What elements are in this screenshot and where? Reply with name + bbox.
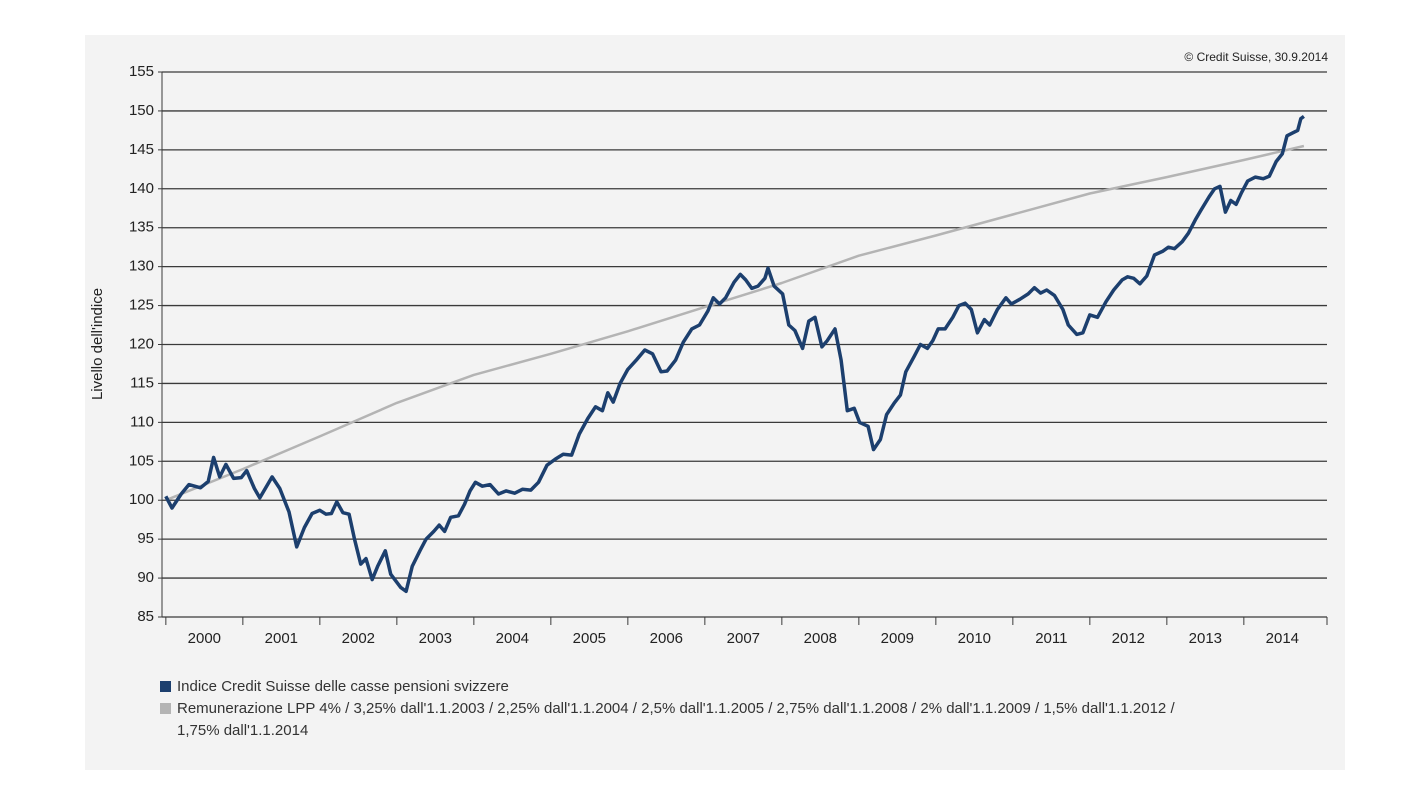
legend-swatch	[160, 681, 171, 692]
y-tick-label: 100	[129, 491, 154, 508]
x-tick-label: 2003	[419, 630, 452, 647]
y-tick-label: 120	[129, 335, 154, 352]
x-tick-label: 2009	[881, 630, 914, 647]
y-tick-label: 125	[129, 297, 154, 314]
x-tick-label: 2006	[650, 630, 683, 647]
y-tick-label: 130	[129, 258, 154, 275]
x-tick-label: 2010	[958, 630, 991, 647]
legend: Indice Credit Suisse delle casse pension…	[160, 676, 1200, 742]
y-tick-label: 110	[130, 413, 154, 430]
legend-item: Remunerazione LPP 4% / 3,25% dall'1.1.20…	[160, 698, 1200, 742]
x-tick-label: 2005	[573, 630, 606, 647]
x-tick-label: 2002	[342, 630, 375, 647]
legend-item: Indice Credit Suisse delle casse pension…	[160, 676, 1200, 698]
y-tick-label: 95	[137, 530, 154, 547]
legend-swatch	[160, 703, 171, 714]
y-tick-label: 90	[137, 569, 154, 586]
x-tick-label: 2008	[804, 630, 837, 647]
x-tick-label: 2013	[1189, 630, 1222, 647]
legend-label: Remunerazione LPP 4% / 3,25% dall'1.1.20…	[177, 700, 1175, 739]
legend-label: Indice Credit Suisse delle casse pension…	[177, 678, 509, 695]
chart-panel	[85, 35, 1345, 770]
x-tick-label: 2012	[1112, 630, 1145, 647]
y-tick-label: 150	[129, 102, 154, 119]
copyright: © Credit Suisse, 30.9.2014	[1184, 50, 1328, 64]
x-tick-label: 2004	[496, 630, 529, 647]
y-tick-label: 155	[129, 63, 154, 80]
x-tick-label: 2014	[1266, 630, 1299, 647]
y-tick-label: 105	[129, 452, 154, 469]
y-tick-label: 145	[129, 141, 154, 158]
x-tick-label: 2001	[265, 630, 298, 647]
y-tick-label: 135	[129, 219, 154, 236]
y-tick-label: 140	[129, 180, 154, 197]
series-line	[164, 114, 1305, 594]
x-tick-label: 2000	[188, 630, 221, 647]
series-line	[165, 144, 1305, 502]
y-tick-label: 115	[130, 374, 154, 391]
x-tick-label: 2011	[1035, 630, 1067, 647]
y-tick-label: 85	[137, 608, 154, 625]
y-axis-label: Livello dell'indice	[89, 288, 106, 400]
x-tick-label: 2007	[727, 630, 760, 647]
